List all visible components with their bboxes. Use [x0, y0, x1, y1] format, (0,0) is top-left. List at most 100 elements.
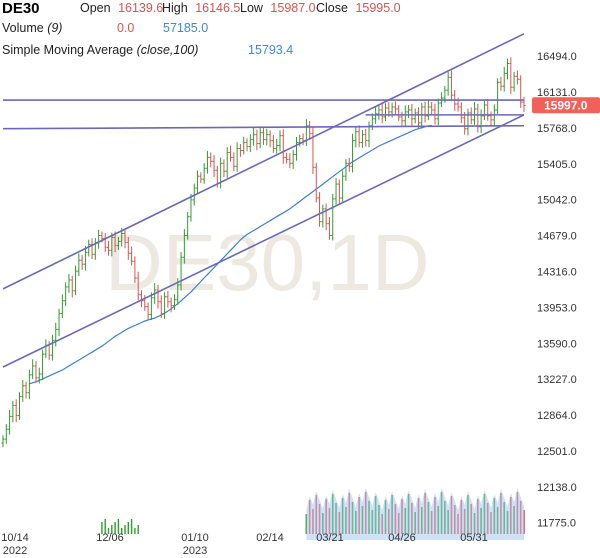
candle	[367, 121, 371, 148]
candle	[380, 103, 384, 124]
candles-layer	[1, 57, 526, 448]
candle	[304, 119, 308, 146]
candle	[179, 252, 183, 291]
candle	[288, 153, 292, 169]
high-value: 16146.5	[195, 1, 241, 15]
candle	[8, 409, 12, 435]
candle	[486, 98, 490, 121]
candle	[74, 265, 78, 296]
candle	[139, 290, 143, 308]
candle	[189, 193, 193, 222]
candle	[242, 136, 246, 155]
lower-channel-trendline[interactable]	[2, 114, 525, 368]
candle	[248, 134, 252, 152]
candle	[64, 282, 68, 306]
candle	[235, 142, 239, 172]
x-tick-label: 02/14	[256, 532, 284, 544]
sma-legend[interactable]: Simple Moving Average (close,100)	[2, 43, 198, 57]
candle	[377, 104, 381, 120]
candle	[238, 143, 242, 157]
candle	[205, 150, 209, 174]
y-tick-label: 12138.0	[537, 482, 577, 494]
candle	[172, 294, 176, 311]
candle	[54, 322, 58, 347]
candle	[133, 256, 137, 283]
candle	[522, 96, 526, 113]
candle	[17, 392, 21, 420]
candle	[252, 127, 256, 146]
volume-legend[interactable]: Volume (9)	[2, 21, 62, 35]
candle	[37, 367, 41, 384]
candle	[107, 240, 111, 256]
candle	[360, 130, 364, 148]
x-tick-label: 01/10	[181, 532, 209, 544]
candle	[502, 66, 506, 92]
candle	[126, 237, 130, 260]
candle	[407, 105, 411, 118]
candle	[212, 155, 216, 177]
candle	[159, 295, 163, 319]
candle	[509, 57, 513, 94]
candle	[97, 229, 101, 249]
candle	[301, 133, 305, 146]
last-price-tag-label: 15997.0	[544, 98, 588, 112]
candle	[327, 217, 331, 240]
candle	[255, 129, 259, 151]
candle	[519, 75, 523, 108]
volume-value-2: 57185.0	[163, 21, 209, 35]
candle	[199, 172, 203, 184]
candle	[294, 136, 298, 161]
candle	[393, 101, 397, 116]
candle	[351, 133, 355, 173]
open-group: Open 16139.6	[80, 1, 163, 15]
candle	[496, 78, 500, 114]
close-label: Close	[316, 1, 348, 15]
y-tick-label: 13590.0	[537, 338, 577, 350]
candle	[229, 145, 233, 162]
y-tick-label: 16131.0	[537, 87, 577, 99]
volume-label: Volume	[2, 21, 44, 35]
candle	[245, 138, 249, 152]
candle	[311, 127, 315, 175]
candle	[489, 111, 493, 126]
candle	[278, 130, 282, 152]
high-group: High 16146.5	[162, 1, 240, 15]
y-tick-label: 11775.0	[537, 518, 576, 530]
support-line-trendline[interactable]	[2, 124, 525, 130]
volume-value-1: 0.0	[117, 21, 135, 35]
candle	[67, 274, 71, 293]
y-axis: 16494.0 16131.0 15768.0 15405.0 15042.0 14679…	[537, 51, 577, 530]
candle	[169, 297, 173, 313]
open-value: 16139.6	[118, 1, 164, 15]
sma-params: (close,100)	[136, 43, 199, 57]
candle	[186, 211, 190, 240]
candle	[258, 126, 262, 149]
candle	[473, 102, 477, 125]
candle	[446, 71, 450, 96]
y-tick-label: 14316.0	[537, 266, 577, 278]
candle	[225, 147, 229, 178]
candle	[291, 150, 295, 169]
candle	[14, 399, 18, 423]
x-tick-label: 05/31	[460, 532, 488, 544]
candle	[90, 238, 94, 260]
candle	[123, 229, 127, 249]
candle	[334, 177, 338, 205]
candle	[196, 170, 200, 195]
trendlines-layer	[2, 33, 525, 368]
upper-channel-trendline[interactable]	[2, 33, 525, 290]
candle	[77, 253, 81, 277]
candle	[426, 100, 430, 121]
candle	[413, 108, 417, 124]
candle	[466, 108, 470, 136]
candle	[344, 159, 348, 181]
candle	[80, 255, 84, 270]
price-tag: 15997.0	[532, 97, 600, 114]
candle	[285, 152, 289, 164]
candle	[354, 126, 358, 148]
x-tick-label: 10/14	[1, 532, 29, 544]
close-value: 15995.0	[355, 1, 401, 15]
sma-label: Simple Moving Average	[2, 43, 134, 57]
candle	[268, 130, 272, 148]
